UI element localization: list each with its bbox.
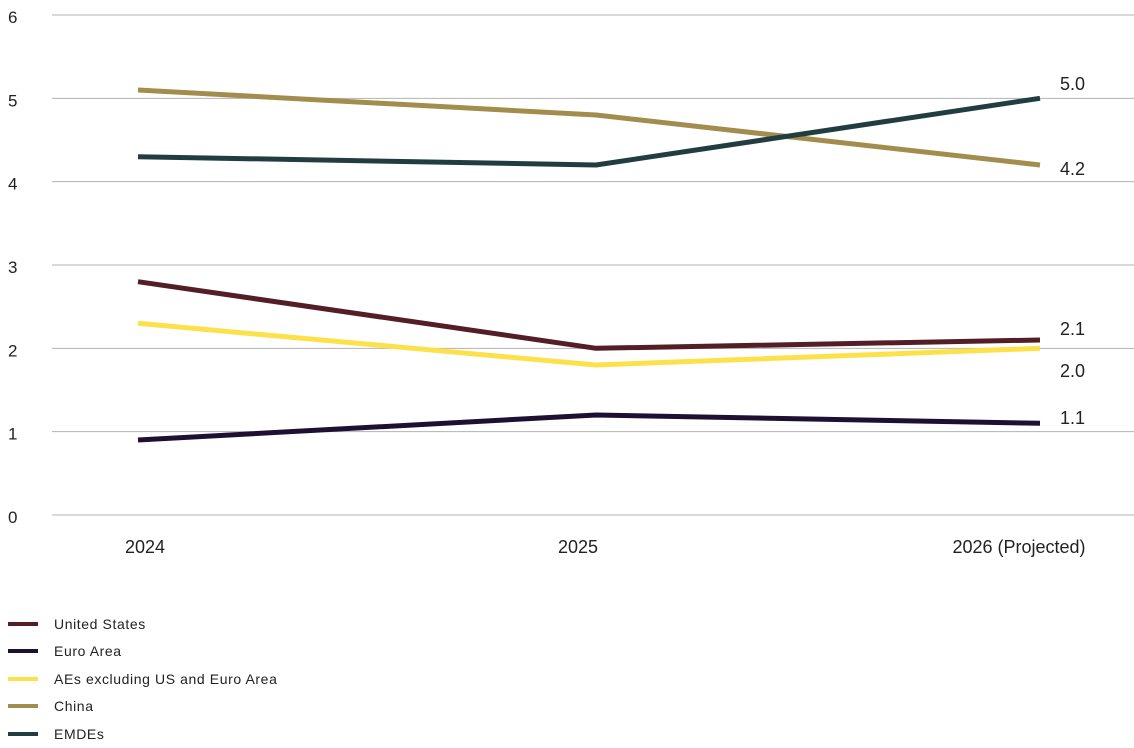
x-axis-ticks: 2024 2025 2026 (Projected) — [125, 537, 1086, 557]
legend-swatch — [8, 704, 38, 709]
legend-swatch — [8, 676, 38, 681]
end-value-label: 4.2 — [1060, 159, 1085, 179]
end-value-label: 2.0 — [1060, 361, 1085, 381]
y-tick-label: 3 — [8, 258, 17, 277]
series-line-united-states — [137, 279, 1041, 351]
y-tick-label: 2 — [8, 341, 17, 360]
y-axis-ticks: 0 1 2 3 4 5 6 — [8, 8, 17, 527]
legend-label: United States — [54, 615, 146, 632]
end-value-labels: 2.1 1.1 2.0 4.2 5.0 — [1060, 74, 1085, 428]
legend-item: AEs excluding US and Euro Area — [8, 665, 277, 693]
legend-item: United States — [8, 610, 277, 638]
series-line-euro-area — [137, 412, 1041, 443]
legend-swatch — [8, 649, 38, 654]
series-line-emdes — [137, 95, 1041, 168]
x-tick-label: 2025 — [558, 537, 598, 557]
gridlines — [52, 14, 1134, 516]
y-tick-label: 1 — [8, 425, 17, 444]
legend: United States Euro Area AEs excluding US a… — [8, 610, 277, 748]
y-tick-label: 6 — [8, 8, 17, 27]
legend-swatch — [8, 621, 38, 626]
y-tick-label: 5 — [8, 91, 17, 110]
x-tick-label: 2026 (Projected) — [952, 537, 1085, 557]
legend-label: EMDEs — [54, 725, 105, 742]
series-lines — [137, 87, 1041, 443]
legend-item: Euro Area — [8, 638, 277, 666]
legend-swatch — [8, 731, 38, 736]
y-tick-label: 0 — [8, 508, 17, 527]
legend-item: China — [8, 693, 277, 721]
end-value-label: 5.0 — [1060, 74, 1085, 94]
end-value-label: 1.1 — [1060, 408, 1085, 428]
series-line-aes-excluding-us-and-euro-area — [137, 320, 1041, 368]
legend-label: AEs excluding US and Euro Area — [54, 670, 278, 687]
series-line-china — [137, 87, 1041, 168]
legend-label: China — [54, 698, 94, 715]
legend-label: Euro Area — [54, 643, 122, 660]
x-tick-label: 2024 — [125, 537, 165, 557]
legend-item: EMDEs — [8, 720, 277, 748]
end-value-label: 2.1 — [1060, 319, 1085, 339]
y-tick-label: 4 — [8, 175, 17, 194]
